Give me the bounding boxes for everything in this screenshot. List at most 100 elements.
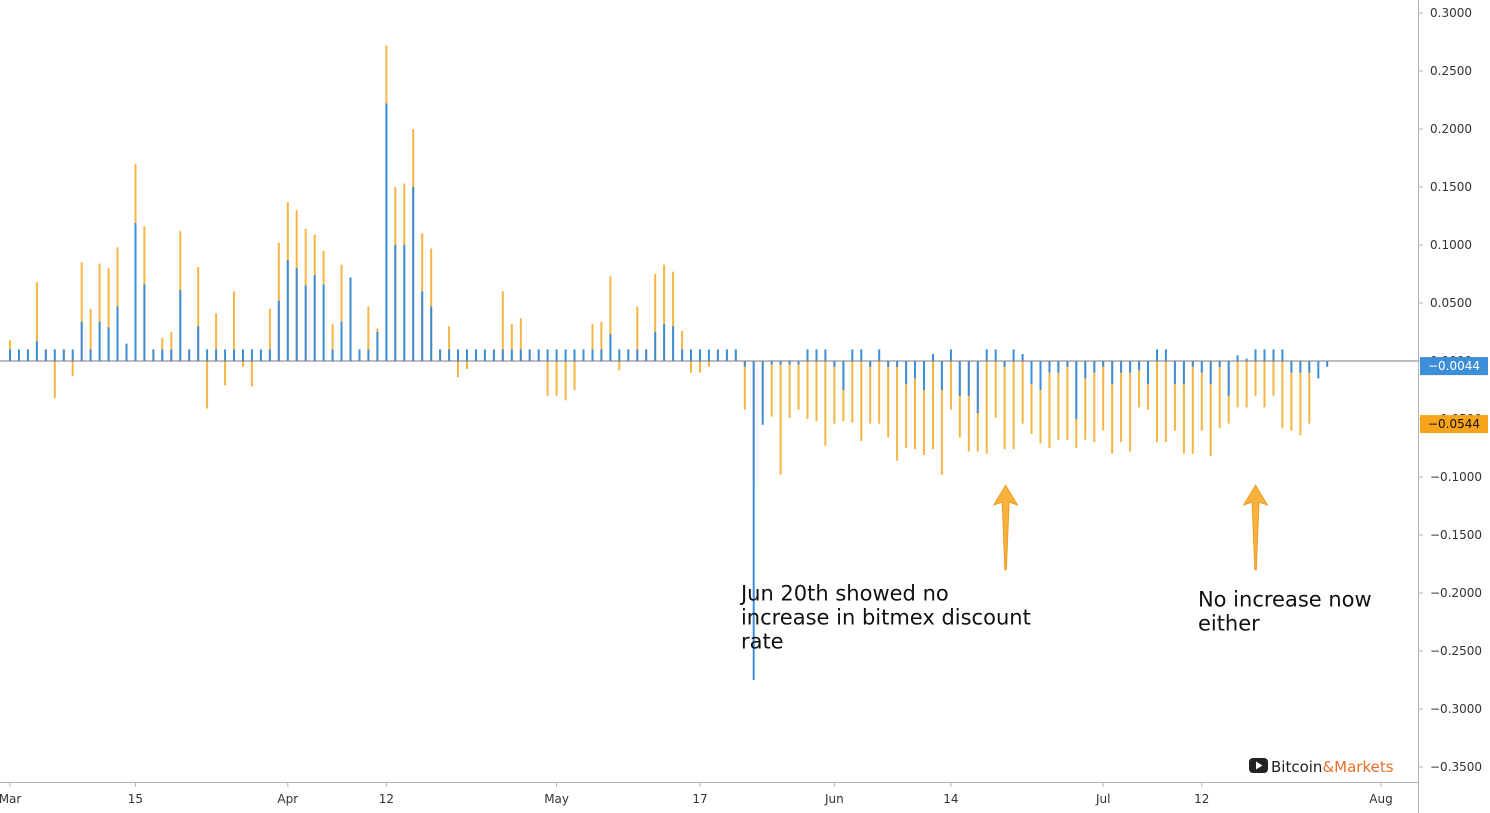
- x-tick-label-0: Mar: [0, 792, 21, 806]
- orange-bar-117: [1057, 361, 1060, 440]
- orange-bar-101: [914, 361, 916, 450]
- last-value-badges: −0.0044 −0.0544: [1420, 357, 1488, 434]
- blue-bar-100: [905, 361, 908, 385]
- orange-bar-74: [672, 271, 675, 361]
- annotation-1: No increase now either: [1198, 587, 1372, 635]
- orange-bar-55: [501, 291, 504, 361]
- blue-bar-142: [1281, 349, 1284, 361]
- blue-bar-12: [116, 306, 119, 361]
- x-tick-label-3: 12: [379, 792, 394, 806]
- orange-bar-68: [618, 361, 621, 371]
- blue-bar-26: [242, 349, 244, 361]
- orange-bar-25: [233, 291, 235, 361]
- orange-bar-121: [1093, 361, 1096, 443]
- arrows: [992, 484, 1269, 571]
- orange-bar-62: [564, 361, 567, 401]
- annotation-0-line-0: Jun 20th showed no: [739, 582, 949, 606]
- orange-bar-29: [268, 308, 271, 361]
- blue-bar-129: [1164, 349, 1167, 361]
- blue-bar-64: [582, 349, 585, 361]
- blue-bar-89: [806, 349, 809, 361]
- blue-bar-146: [1317, 361, 1320, 379]
- blue-bar-109: [985, 349, 988, 361]
- svg-text:Bitcoin&Markets: Bitcoin&Markets: [1271, 758, 1394, 776]
- orange-bar-56: [510, 323, 513, 361]
- blue-bar-13: [125, 343, 128, 361]
- blue-bar-116: [1048, 361, 1051, 373]
- blue-bar-58: [528, 349, 531, 361]
- orange-bar-86: [779, 361, 782, 475]
- blue-bar-132: [1191, 361, 1194, 367]
- x-tick-label-6: Jun: [824, 792, 844, 806]
- play-triangle-icon: [1256, 761, 1263, 770]
- last-value-label-0: −0.0044: [1428, 359, 1480, 373]
- annotations: Jun 20th showed no increase in bitmex dis…: [739, 582, 1372, 654]
- blue-bar-43: [394, 245, 397, 361]
- orange-bar-126: [1138, 361, 1141, 408]
- orange-bar-130: [1173, 361, 1176, 431]
- annotation-0-line-2: rate: [741, 630, 784, 654]
- blue-bar-133: [1200, 361, 1203, 373]
- annotation-1-line-1: either: [1198, 611, 1260, 635]
- orange-bar-9: [89, 308, 92, 361]
- blue-bar-124: [1120, 361, 1123, 373]
- blue-bar-110: [994, 349, 997, 361]
- orange-bar-63: [573, 361, 576, 390]
- blue-bar-127: [1147, 361, 1149, 385]
- blue-bar-115: [1039, 361, 1042, 390]
- blue-bar-121: [1093, 361, 1096, 373]
- orange-bar-10: [98, 263, 101, 361]
- orange-bar-139: [1254, 361, 1257, 396]
- blue-bar-42: [385, 103, 388, 361]
- blue-bar-40: [367, 349, 370, 361]
- blue-bar-137: [1236, 355, 1239, 361]
- orange-bar-66: [600, 321, 603, 361]
- orange-bar-70: [636, 306, 639, 361]
- blue-bar-50: [457, 349, 459, 361]
- orange-bar-73: [663, 264, 666, 361]
- blue-bar-85: [770, 361, 773, 365]
- blue-bar-33: [304, 285, 307, 361]
- blue-bar-8: [80, 321, 83, 361]
- blue-bar-45: [412, 187, 415, 361]
- orange-bar-51: [466, 361, 468, 370]
- orange-bar-3: [35, 282, 38, 361]
- orange-bar-67: [609, 276, 612, 361]
- blue-bar-30: [277, 300, 280, 361]
- blue-bar-80: [725, 349, 728, 361]
- annotation-1-line-0: No increase now: [1198, 587, 1372, 611]
- orange-bar-144: [1299, 361, 1302, 436]
- blue-bar-97: [878, 349, 881, 361]
- blue-bar-10: [98, 321, 101, 361]
- orange-bar-95: [860, 361, 863, 441]
- orange-bar-145: [1308, 361, 1311, 424]
- orange-bar-118: [1066, 361, 1069, 440]
- annotation-0: Jun 20th showed no increase in bitmex dis…: [739, 582, 1031, 654]
- orange-bar-90: [815, 361, 818, 422]
- orange-bar-140: [1263, 361, 1266, 408]
- orange-bar-93: [842, 361, 845, 422]
- orange-bar-105: [949, 361, 952, 410]
- orange-bar-94: [851, 361, 854, 423]
- blue-bar-62: [564, 349, 567, 361]
- blue-bar-136: [1227, 361, 1230, 396]
- orange-bar-91: [824, 361, 827, 446]
- orange-bar-111: [1003, 361, 1006, 450]
- blue-bar-113: [1021, 354, 1024, 361]
- orange-bar-128: [1156, 361, 1158, 443]
- blue-bar-106: [958, 361, 961, 396]
- blue-bar-29: [268, 349, 271, 361]
- orange-bar-107: [967, 361, 970, 452]
- blue-bar-27: [250, 349, 253, 361]
- blue-bar-0: [9, 349, 11, 361]
- orange-bar-143: [1290, 361, 1293, 431]
- blue-bar-83: [752, 361, 755, 680]
- orange-bar-142: [1281, 361, 1284, 429]
- blue-bar-47: [430, 306, 433, 361]
- blue-bar-96: [869, 361, 872, 367]
- blue-bar-118: [1066, 361, 1069, 367]
- y-tick-label-2: 0.2000: [1430, 122, 1472, 136]
- x-tick-label-4: May: [544, 792, 569, 806]
- blue-bar-122: [1102, 361, 1105, 367]
